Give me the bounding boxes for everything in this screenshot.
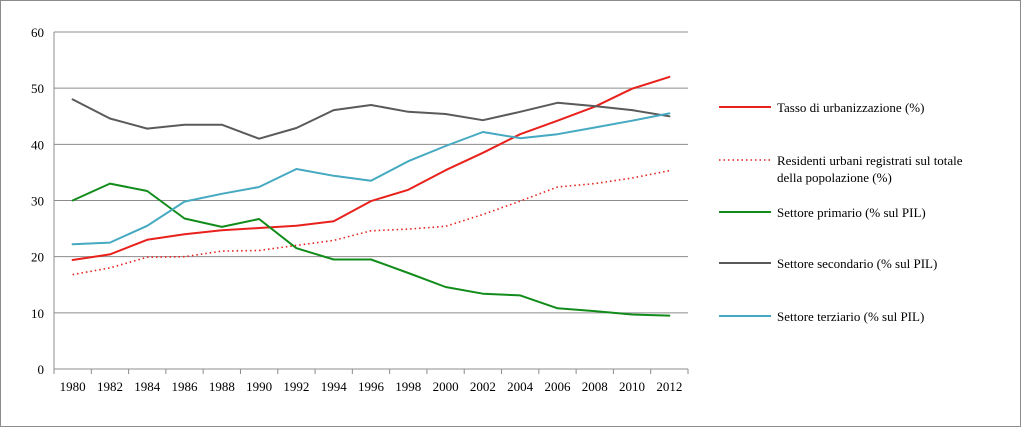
- x-tick-label: 2004: [507, 379, 534, 394]
- series-line-3: [71, 182, 671, 317]
- x-tick-label: 2012: [656, 379, 682, 394]
- y-tick-label: 40: [31, 137, 44, 152]
- series-line-1: [71, 75, 671, 261]
- x-tick-label: 1996: [358, 379, 385, 394]
- y-tick-label: 60: [31, 25, 44, 40]
- y-tick-label: 30: [31, 194, 44, 209]
- series-lines: [71, 75, 671, 317]
- legend-label-5: Settore terziario (% sul PIL): [777, 309, 924, 324]
- legend: Tasso di urbanizzazione (%) Residenti urb…: [719, 100, 963, 324]
- x-tick-label: 1982: [97, 379, 123, 394]
- series-line-4: [71, 98, 671, 140]
- legend-label-2: Residenti urbani registrati sul totale de…: [777, 153, 963, 185]
- x-tick-label: 1984: [134, 379, 161, 394]
- y-tick-label: 20: [31, 250, 44, 265]
- legend-label-1: Tasso di urbanizzazione (%): [777, 100, 924, 115]
- x-tick-label: 2000: [433, 379, 459, 394]
- x-tick-label: 1992: [283, 379, 309, 394]
- gridlines: [54, 31, 688, 314]
- x-tick-label: 1998: [395, 379, 421, 394]
- x-tick-label: 2010: [619, 379, 645, 394]
- x-tick-label: 1988: [209, 379, 235, 394]
- x-axis-ticks: 1980 1982 1984 1986 1988 1990 1992 1994 1996 1998…: [53, 369, 689, 394]
- series-line-2: [72, 169, 670, 276]
- y-tick-label: 50: [31, 81, 44, 96]
- x-tick-label: 1990: [246, 379, 272, 394]
- legend-label-4: Settore secondario (% sul PIL): [777, 256, 937, 271]
- axes: [53, 32, 688, 370]
- x-tick-label: 1986: [172, 379, 199, 394]
- legend-label-3: Settore primario (% sul PIL): [777, 205, 926, 220]
- series-line-5: [71, 112, 671, 246]
- y-tick-label: 0: [38, 362, 45, 377]
- y-axis-ticks: 0 10 20 30 40 50 60: [31, 25, 44, 377]
- x-tick-label: 1980: [60, 379, 86, 394]
- x-tick-label: 2008: [582, 379, 608, 394]
- x-tick-label: 1994: [321, 379, 348, 394]
- y-tick-label: 10: [31, 306, 44, 321]
- x-tick-label: 2002: [470, 379, 496, 394]
- x-tick-label: 2006: [544, 379, 571, 394]
